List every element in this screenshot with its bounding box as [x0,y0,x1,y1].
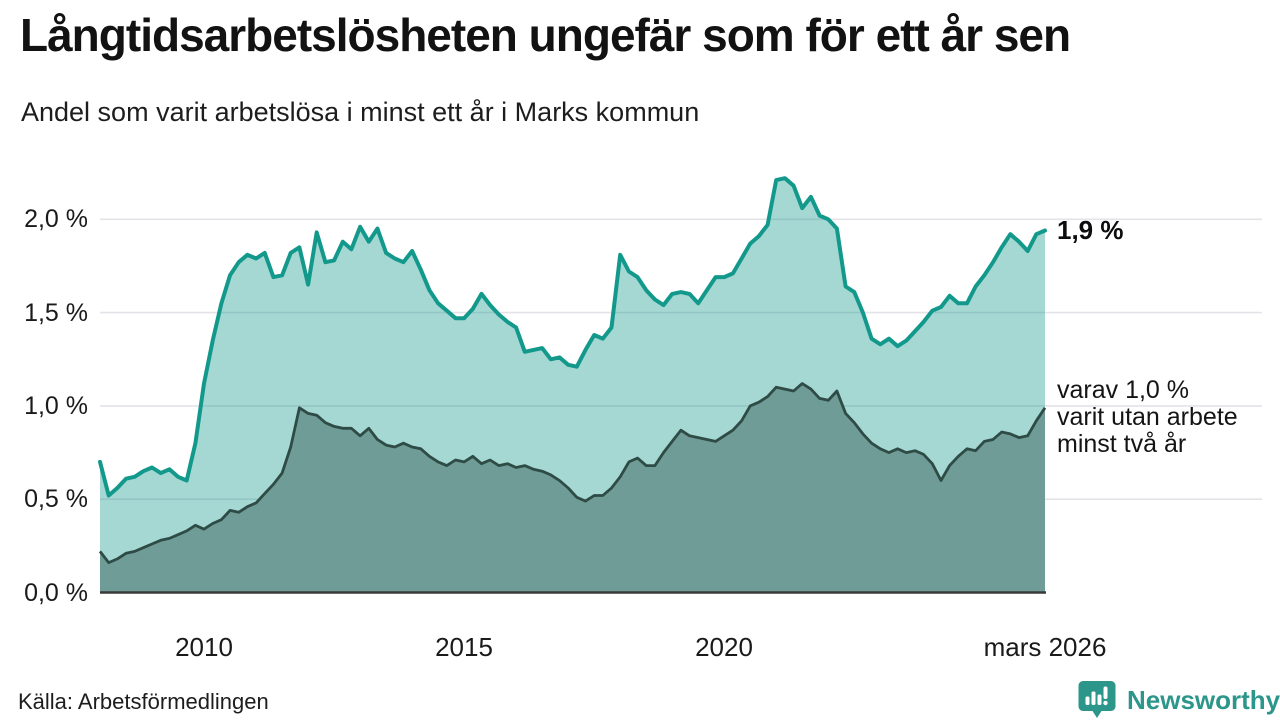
x-axis-tick-label: 2015 [435,632,493,662]
y-axis-tick-label: 1,0 % [24,391,88,420]
newsworthy-chart-bubble-icon [1078,681,1116,718]
bar-1 [1085,696,1090,705]
y-axis-tick-label: 0,0 % [24,578,88,607]
secondary-value-line3: minst två år [1057,430,1187,458]
exclamation-dot [1103,700,1108,706]
bar-2 [1091,691,1096,705]
bubble-shape [1078,681,1116,718]
exclamation-stem [1103,686,1108,699]
page-subtitle: Andel som varit arbetslösa i minst ett å… [21,97,700,127]
y-axis-tick-label: 1,5 % [24,298,88,327]
latest-value-label: 1,9 % [1057,215,1124,245]
x-axis-tick-label: 2020 [695,632,753,662]
brand-name: Newsworthy [1127,684,1280,715]
y-axis-tick-label: 0,5 % [24,485,88,514]
page-title: Långtidsarbetslösheten ungefär som för e… [20,9,1071,61]
secondary-value-line1: varav 1,0 % [1057,376,1190,404]
secondary-value-line2: varit utan arbete [1057,403,1238,431]
line-two-year [98,382,1047,564]
brand-lockup: Newsworthy [1078,680,1280,720]
x-axis-tick-label: 2010 [175,632,233,662]
line-total-one-year [98,176,1047,498]
bar-3 [1097,694,1102,705]
source-credit: Källa: Arbetsförmedlingen [18,689,269,714]
y-axis-tick-label: 2,0 % [24,205,88,234]
x-axis-tick-label: mars 2026 [983,632,1107,662]
area-two-year [100,383,1045,593]
secondary-value-label: varav 1,0 % varit utan arbete minst två … [1057,377,1238,458]
